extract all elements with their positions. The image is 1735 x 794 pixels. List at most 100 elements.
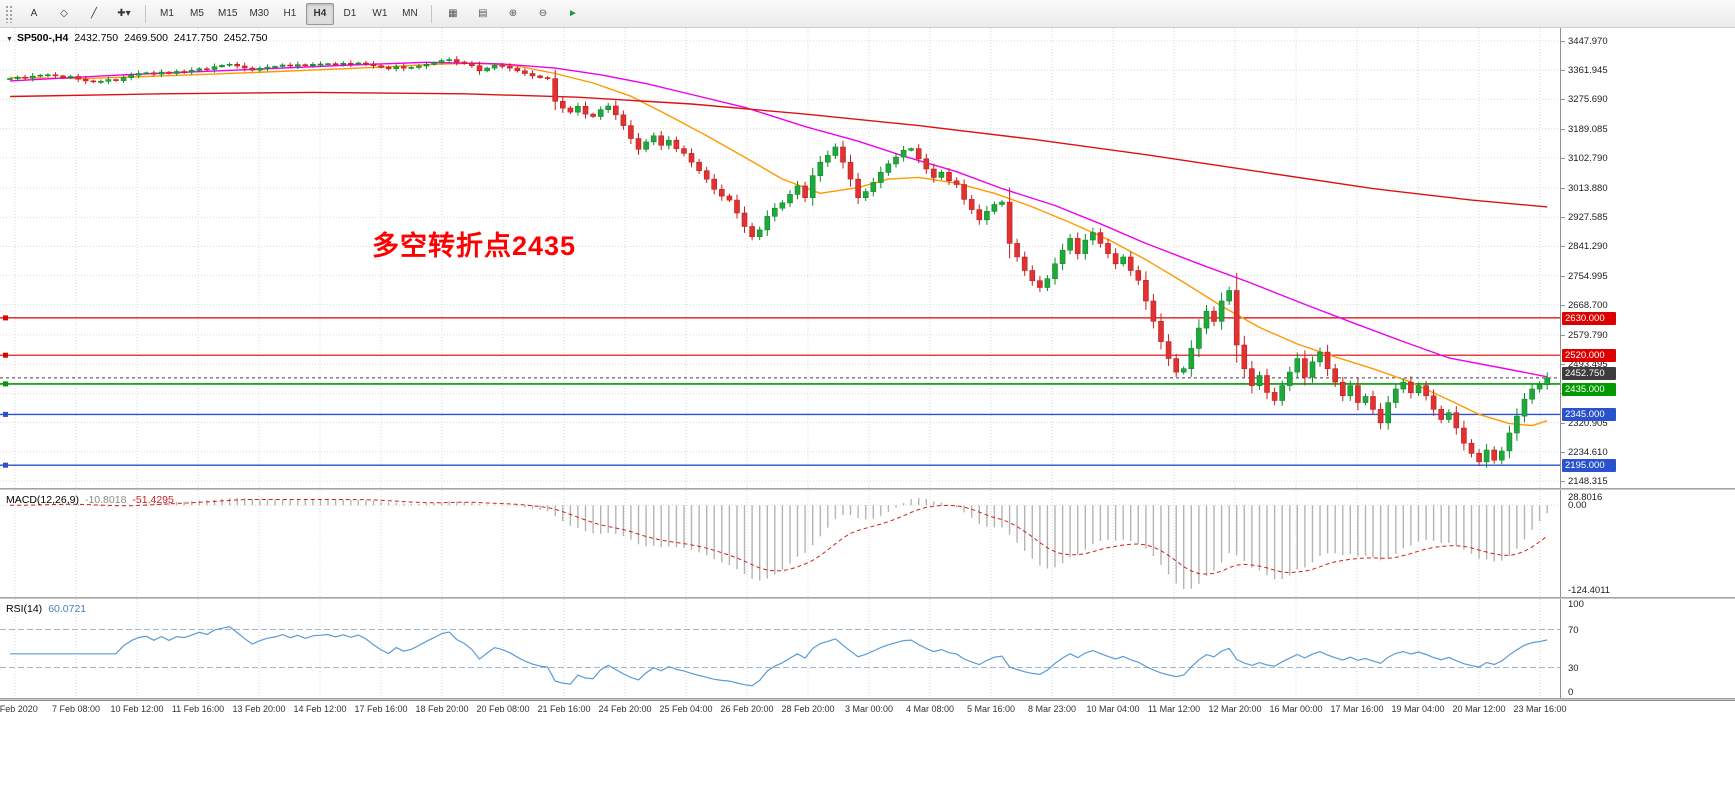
symbol-dropdown-icon[interactable]: ▼: [6, 36, 13, 43]
time-axis[interactable]: 6 Feb 2020 7 Feb 08:00 10 Feb 12:00 11 Feb …: [0, 700, 1735, 719]
time-axis-label: 18 Feb 20:00: [415, 704, 469, 714]
timeframe-group: M1 M5 M15 M30 H1 H4 D1 W1 MN: [152, 2, 425, 25]
macd-axis[interactable]: 28.8016 0.00 -124.4011: [1560, 490, 1735, 597]
chart-tools-group: ▦ ▤ ⊕ ⊖ ►: [438, 3, 588, 25]
drawing-tools-group: A ◇ ╱ ✚▾: [19, 3, 139, 25]
shapes-tool-button[interactable]: ◇: [60, 7, 68, 19]
timeframe-button-w1[interactable]: W1: [372, 7, 388, 19]
toolbar-grip-icon[interactable]: [5, 4, 14, 23]
price-tick-label: 3102.790: [1568, 153, 1608, 164]
price-axis[interactable]: 3447.970 3361.945 3275.690 3189.085 3102.790…: [1560, 28, 1735, 488]
rsi-axis[interactable]: 100 70 30 0: [1560, 599, 1735, 698]
time-axis-label: 10 Feb 12:00: [110, 704, 164, 714]
timeframe-button-h4[interactable]: H4: [305, 2, 334, 25]
symbol-timeframe-label: SP500-,H4: [16, 32, 69, 44]
time-axis-label: 4 Mar 08:00: [905, 704, 955, 714]
toolbar-separator: [145, 4, 146, 23]
rsi-title: RSI(14): [6, 603, 43, 615]
price-tick-label: 3275.690: [1568, 94, 1608, 105]
timeframe-button-mn[interactable]: MN: [402, 7, 418, 19]
timeframe-button-m15[interactable]: M15: [218, 7, 238, 19]
open-value: 2432.750: [74, 32, 119, 44]
time-axis-label: 28 Feb 20:00: [781, 704, 835, 714]
price-line-label: 2520.000: [1562, 349, 1616, 362]
price-tick-label: 3447.970: [1568, 36, 1608, 47]
price-tick: [1561, 335, 1565, 336]
auto-trading-button[interactable]: ►: [567, 7, 578, 19]
time-axis-label: 13 Feb 20:00: [232, 704, 286, 714]
timeframe-button-m5[interactable]: M5: [190, 7, 204, 19]
timeframe-button-d1[interactable]: D1: [343, 7, 357, 19]
trendline-tool-button[interactable]: ╱: [90, 7, 98, 19]
rsi-panel: RSI(14) 60.0721: [0, 599, 1560, 698]
close-value: 2452.750: [223, 32, 268, 44]
price-tick: [1561, 158, 1565, 159]
price-tick-label: 2579.790: [1568, 330, 1608, 341]
price-tick: [1561, 217, 1565, 218]
text-tool-button[interactable]: A: [30, 7, 38, 19]
price-tick-label: 2493.495: [1568, 359, 1608, 370]
tile-windows-button[interactable]: ▤: [478, 7, 488, 19]
time-axis-label: 20 Mar 12:00: [1452, 704, 1506, 714]
price-tick: [1561, 246, 1565, 247]
price-tick-label: 2927.585: [1568, 212, 1608, 223]
time-axis-label: 20 Feb 08:00: [476, 704, 530, 714]
price-tick-label: 2148.315: [1568, 476, 1608, 487]
price-tick: [1561, 481, 1565, 482]
rsi-canvas[interactable]: [0, 599, 1560, 698]
macd-axis-min: -124.4011: [1568, 585, 1611, 596]
timeframe-button-m30[interactable]: M30: [249, 7, 269, 19]
rsi-axis-label: 30: [1568, 663, 1579, 674]
time-axis-label: 19 Mar 04:00: [1391, 704, 1445, 714]
panel-splitter[interactable]: [0, 488, 1735, 490]
price-tick: [1561, 41, 1565, 42]
price-tick: [1561, 305, 1565, 306]
price-tick: [1561, 99, 1565, 100]
zoom-out-button[interactable]: ⊖: [538, 7, 548, 19]
time-axis-label: 16 Mar 00:00: [1269, 704, 1323, 714]
price-tick: [1561, 452, 1565, 453]
rsi-header: RSI(14) 60.0721: [6, 603, 92, 615]
time-axis-label: 25 Feb 04:00: [659, 704, 713, 714]
panel-splitter[interactable]: [0, 597, 1735, 599]
price-tick-label: 2320.905: [1568, 418, 1608, 429]
rsi-axis-label: 0: [1568, 687, 1574, 698]
chart-annotation-text[interactable]: 多空转折点2435: [372, 231, 577, 261]
time-axis-label: 12 Mar 20:00: [1208, 704, 1262, 714]
ohlc-readout: ▼ SP500-,H4 2432.750 2469.500 2417.750 2452.7…: [6, 32, 274, 44]
draw-style-dropdown-button[interactable]: ✚▾: [117, 7, 131, 19]
price-tick: [1561, 364, 1565, 365]
rsi-axis-label: 100: [1568, 599, 1584, 610]
price-tick-label: 3189.085: [1568, 124, 1608, 135]
time-axis-label: 17 Feb 16:00: [354, 704, 408, 714]
time-axis-label: 23 Mar 16:00: [1513, 704, 1567, 714]
toolbar-separator: [430, 4, 432, 23]
price-tick-label: 2234.610: [1568, 447, 1608, 458]
price-tick: [1561, 276, 1565, 277]
macd-canvas[interactable]: [0, 490, 1560, 597]
time-axis-label: 3 Mar 00:00: [844, 704, 894, 714]
chart-grid-button[interactable]: ▦: [448, 7, 458, 19]
panel-splitter[interactable]: [0, 698, 1735, 700]
timeframe-button-m1[interactable]: M1: [160, 7, 174, 19]
timeframe-button-h1[interactable]: H1: [283, 7, 297, 19]
time-axis-label: 14 Feb 12:00: [293, 704, 347, 714]
zoom-in-button[interactable]: ⊕: [508, 7, 518, 19]
time-axis-label: 11 Mar 12:00: [1147, 704, 1201, 714]
price-tick: [1561, 70, 1565, 71]
time-axis-label: 7 Feb 08:00: [51, 704, 101, 714]
price-tick: [1561, 188, 1565, 189]
macd-axis-max: 28.8016: [1568, 492, 1603, 503]
macd-main-value: -10.8018: [84, 494, 127, 506]
price-chart-canvas[interactable]: [0, 28, 1560, 488]
time-axis-label: 11 Feb 16:00: [171, 704, 225, 714]
price-tick-label: 2668.700: [1568, 300, 1608, 311]
high-value: 2469.500: [124, 32, 168, 44]
price-tick-label: 3361.945: [1568, 65, 1608, 76]
price-tick-label: 2754.995: [1568, 271, 1608, 282]
time-axis-label: 5 Mar 16:00: [966, 704, 1016, 714]
time-axis-label: 26 Feb 20:00: [720, 704, 774, 714]
time-axis-label: 17 Mar 16:00: [1330, 704, 1384, 714]
macd-panel: MACD(12,26,9) -10.8018 -51.4295: [0, 490, 1560, 597]
